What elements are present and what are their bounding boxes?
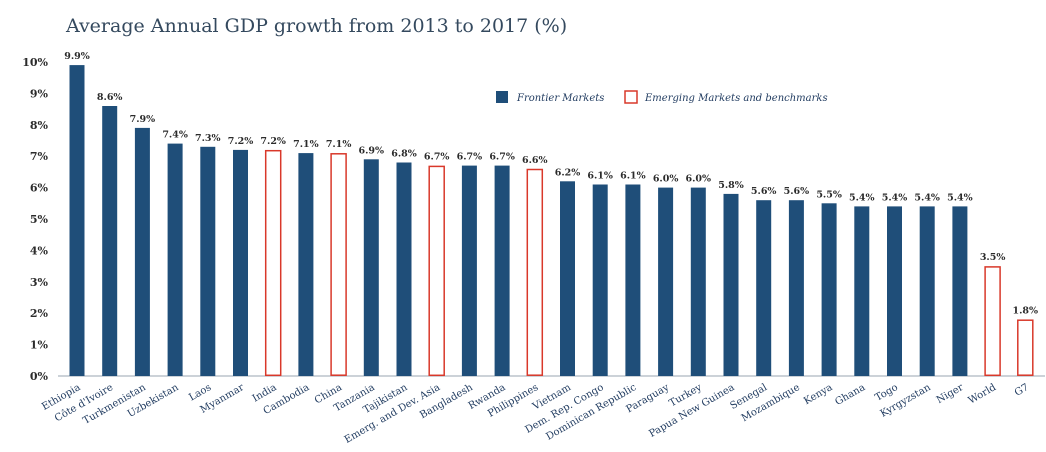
bar bbox=[167, 143, 183, 376]
data-label: 5.4% bbox=[947, 192, 973, 203]
data-label: 6.0% bbox=[686, 174, 712, 185]
data-label: 6.7% bbox=[424, 152, 450, 163]
bar bbox=[984, 266, 1001, 377]
bar bbox=[658, 187, 674, 376]
chart-title: Average Annual GDP growth from 2013 to 2… bbox=[65, 15, 567, 37]
data-label: 5.6% bbox=[784, 186, 810, 197]
data-label: 8.6% bbox=[97, 92, 123, 103]
data-label: 7.3% bbox=[195, 133, 221, 144]
x-tick-label: Kenya bbox=[802, 382, 835, 407]
bar bbox=[134, 127, 150, 377]
data-labels: 9.9% 8.6% 7.9% 7.4% 7.3% 7.2% 7.2% 7.1% 7.1% 6.9%… bbox=[64, 51, 1038, 316]
y-tick-label: 1% bbox=[30, 339, 49, 352]
y-tick-label: 0% bbox=[30, 370, 49, 383]
bar bbox=[200, 146, 216, 376]
data-label: 5.4% bbox=[914, 192, 940, 203]
legend-emerging-label: Emerging Markets and benchmarks bbox=[644, 93, 828, 104]
data-label: 7.4% bbox=[162, 130, 188, 141]
bar bbox=[233, 149, 248, 376]
data-label: 1.8% bbox=[1013, 306, 1039, 317]
data-label: 7.2% bbox=[260, 136, 286, 147]
bar bbox=[428, 165, 445, 377]
data-label: 6.2% bbox=[555, 167, 581, 178]
x-tick-label: G7 bbox=[1013, 382, 1031, 399]
bar bbox=[526, 168, 544, 376]
bar bbox=[788, 200, 804, 376]
data-label: 5.4% bbox=[849, 192, 875, 203]
bar bbox=[363, 159, 379, 376]
legend: Frontier Markets Emerging Markets and be… bbox=[496, 90, 828, 104]
bar bbox=[560, 181, 575, 376]
data-label: 7.9% bbox=[130, 114, 156, 125]
data-label: 7.1% bbox=[293, 139, 319, 150]
bar bbox=[461, 165, 477, 376]
bar bbox=[625, 184, 641, 376]
data-label: 6.7% bbox=[489, 152, 515, 163]
bars bbox=[69, 65, 1034, 377]
data-label: 6.0% bbox=[653, 174, 679, 185]
bar bbox=[723, 193, 739, 376]
bar bbox=[298, 153, 314, 376]
data-label: 6.1% bbox=[587, 171, 613, 182]
bar bbox=[396, 162, 412, 376]
data-label: 5.6% bbox=[751, 186, 777, 197]
data-label: 5.8% bbox=[718, 180, 744, 191]
data-label: 7.1% bbox=[326, 139, 352, 150]
y-tick-label: 7% bbox=[30, 150, 49, 163]
data-label: 5.4% bbox=[882, 192, 908, 203]
x-tick-label: Ghana bbox=[833, 382, 867, 408]
bar bbox=[821, 203, 837, 376]
y-axis: 0% 1% 2% 3% 4% 5% 6% 7% 8% 9% 10% bbox=[22, 56, 48, 383]
y-tick-label: 9% bbox=[30, 87, 49, 100]
y-tick-label: 8% bbox=[30, 119, 49, 132]
bar bbox=[494, 165, 510, 376]
bar bbox=[102, 106, 118, 376]
bar bbox=[887, 206, 902, 376]
bar bbox=[854, 206, 870, 376]
bar bbox=[952, 206, 968, 376]
data-label: 3.5% bbox=[980, 252, 1006, 263]
data-label: 7.2% bbox=[228, 136, 254, 147]
bar bbox=[690, 187, 706, 376]
x-tick-label: Niger bbox=[935, 382, 966, 406]
y-tick-label: 10% bbox=[22, 56, 48, 69]
y-tick-label: 2% bbox=[30, 307, 49, 320]
data-label: 6.8% bbox=[391, 149, 417, 160]
data-label: 6.9% bbox=[359, 145, 385, 156]
y-tick-label: 6% bbox=[30, 182, 49, 195]
legend-frontier-label: Frontier Markets bbox=[516, 93, 604, 104]
bar bbox=[592, 184, 608, 376]
data-label: 5.5% bbox=[816, 189, 842, 200]
data-label: 6.7% bbox=[457, 152, 483, 163]
bar bbox=[919, 206, 935, 376]
legend-frontier-swatch bbox=[496, 91, 508, 103]
bar bbox=[1017, 319, 1034, 376]
bar bbox=[756, 200, 772, 376]
bar bbox=[69, 65, 85, 376]
data-label: 6.1% bbox=[620, 171, 646, 182]
y-tick-label: 4% bbox=[30, 244, 49, 257]
x-tick-label: World bbox=[967, 382, 999, 407]
legend-emerging-swatch bbox=[624, 90, 638, 104]
y-tick-label: 5% bbox=[30, 213, 49, 226]
bar bbox=[264, 149, 282, 377]
bar bbox=[330, 153, 347, 376]
data-label: 6.6% bbox=[522, 155, 548, 166]
data-label: 9.9% bbox=[64, 51, 90, 62]
y-tick-label: 3% bbox=[30, 276, 49, 289]
